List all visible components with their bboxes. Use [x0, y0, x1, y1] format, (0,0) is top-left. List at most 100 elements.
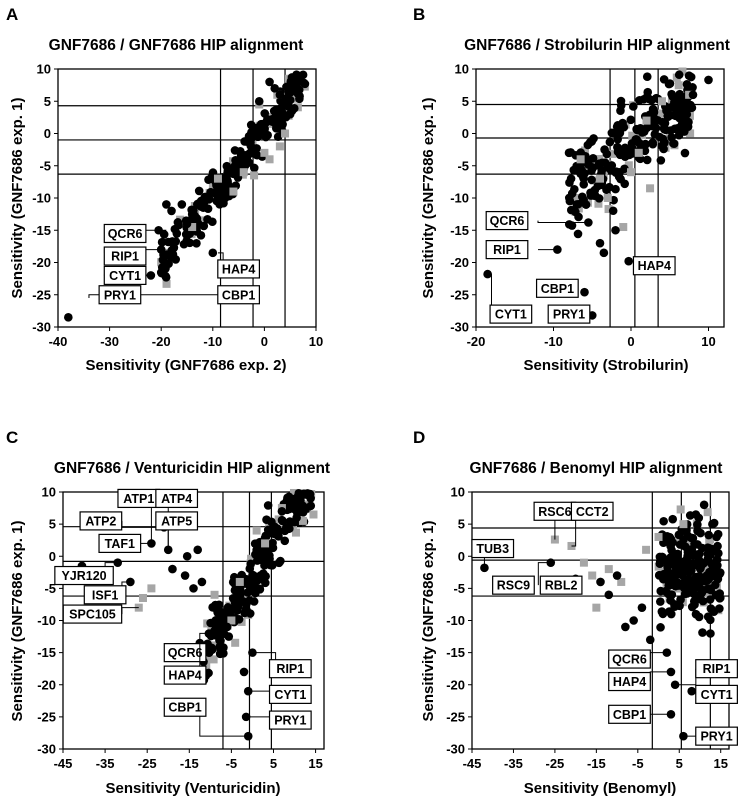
data-point — [206, 631, 216, 641]
chart-title: GNF7686 / Strobilurin HIP alignment — [464, 37, 730, 54]
data-point-gray — [281, 129, 290, 138]
data-point — [280, 536, 290, 546]
y-axis-label: Sensitivity (GNF7686 exp. 1) — [9, 98, 26, 299]
x-tick-label: -10 — [203, 334, 222, 349]
data-point — [703, 549, 713, 559]
gene-label: RIP1 — [276, 662, 304, 676]
data-point-gray — [309, 510, 318, 519]
data-point-gray — [679, 520, 688, 529]
data-point-gray — [298, 516, 307, 525]
data-point — [704, 75, 713, 85]
callout-line — [537, 562, 551, 586]
data-point — [256, 552, 265, 561]
gene-label: SPC105 — [69, 608, 116, 622]
data-point — [223, 166, 233, 175]
data-point — [263, 501, 273, 510]
y-tick-label: -5 — [44, 581, 56, 596]
gene-label: CBP1 — [613, 708, 646, 722]
data-point — [212, 196, 221, 206]
gene-label: CBP1 — [222, 288, 255, 302]
y-tick-label: -30 — [32, 320, 51, 335]
y-tick-label: -20 — [37, 677, 56, 692]
data-point-gray — [147, 584, 156, 593]
data-point — [620, 152, 630, 162]
data-point — [173, 218, 183, 227]
gene-label: RSC6 — [538, 505, 571, 519]
y-tick-label: 10 — [37, 62, 51, 77]
data-point — [260, 109, 270, 118]
data-point — [265, 77, 274, 87]
data-point — [167, 206, 176, 216]
gene-label-box — [83, 585, 127, 605]
data-point — [587, 175, 596, 185]
data-point — [208, 248, 218, 258]
data-point — [640, 140, 650, 150]
gene-label: QCR6 — [168, 646, 203, 660]
gene-label: TAF1 — [105, 537, 135, 551]
data-point — [674, 130, 684, 140]
data-point — [262, 515, 271, 525]
data-point-gray — [642, 545, 651, 554]
gene-label-box — [608, 704, 651, 724]
data-point — [611, 225, 620, 235]
data-point-gray — [229, 187, 238, 196]
callout-line — [199, 632, 219, 676]
x-tick-label: 0 — [261, 334, 268, 349]
data-point — [219, 648, 228, 658]
data-point-gray — [247, 554, 256, 563]
data-point — [170, 224, 180, 234]
gene-label-box — [62, 604, 123, 624]
data-point-gray — [261, 539, 270, 548]
data-point — [656, 623, 665, 632]
data-point — [689, 596, 699, 606]
data-point — [683, 553, 692, 563]
data-point — [275, 90, 285, 100]
data-point-gray — [595, 154, 604, 163]
data-point-gray — [627, 168, 635, 177]
data-point-gray — [686, 129, 695, 138]
data-point — [698, 585, 708, 595]
x-tick-label: 15 — [713, 756, 727, 771]
data-point — [635, 96, 644, 105]
gene-label-box — [268, 710, 312, 730]
gene-label-box — [570, 501, 614, 521]
data-point-gray — [260, 148, 269, 157]
data-point — [686, 100, 695, 110]
gene-label: RIP1 — [493, 243, 521, 257]
data-point — [668, 514, 678, 524]
data-point — [246, 120, 256, 130]
data-point — [199, 199, 209, 208]
gene-label-box — [695, 659, 738, 679]
data-point — [642, 155, 652, 165]
data-point — [246, 559, 256, 569]
data-point — [684, 568, 694, 577]
data-point — [607, 128, 617, 138]
data-point — [689, 583, 698, 593]
data-point — [604, 590, 614, 600]
data-point — [231, 162, 241, 171]
gene-label-box — [471, 538, 515, 559]
data-point — [698, 628, 707, 637]
data-point — [699, 500, 709, 510]
data-point — [681, 542, 690, 551]
data-point — [567, 189, 577, 198]
data-point — [699, 576, 709, 586]
y-tick-label: -5 — [39, 158, 51, 173]
y-tick-label: 5 — [462, 94, 469, 109]
callout-line — [537, 220, 589, 224]
data-point — [261, 571, 270, 581]
data-point — [651, 123, 661, 133]
gene-label-box — [217, 259, 261, 279]
data-point — [162, 250, 172, 260]
data-point — [673, 549, 682, 559]
data-point — [667, 570, 677, 579]
x-tick-label: -25 — [546, 756, 565, 771]
gene-label: CYT1 — [701, 688, 733, 702]
data-point — [261, 532, 271, 541]
data-point — [608, 206, 618, 216]
gene-label-box — [163, 697, 207, 717]
data-point — [613, 135, 622, 144]
data-point-gray — [588, 571, 597, 580]
data-point-gray — [703, 508, 712, 517]
gene-label-box — [79, 511, 123, 531]
